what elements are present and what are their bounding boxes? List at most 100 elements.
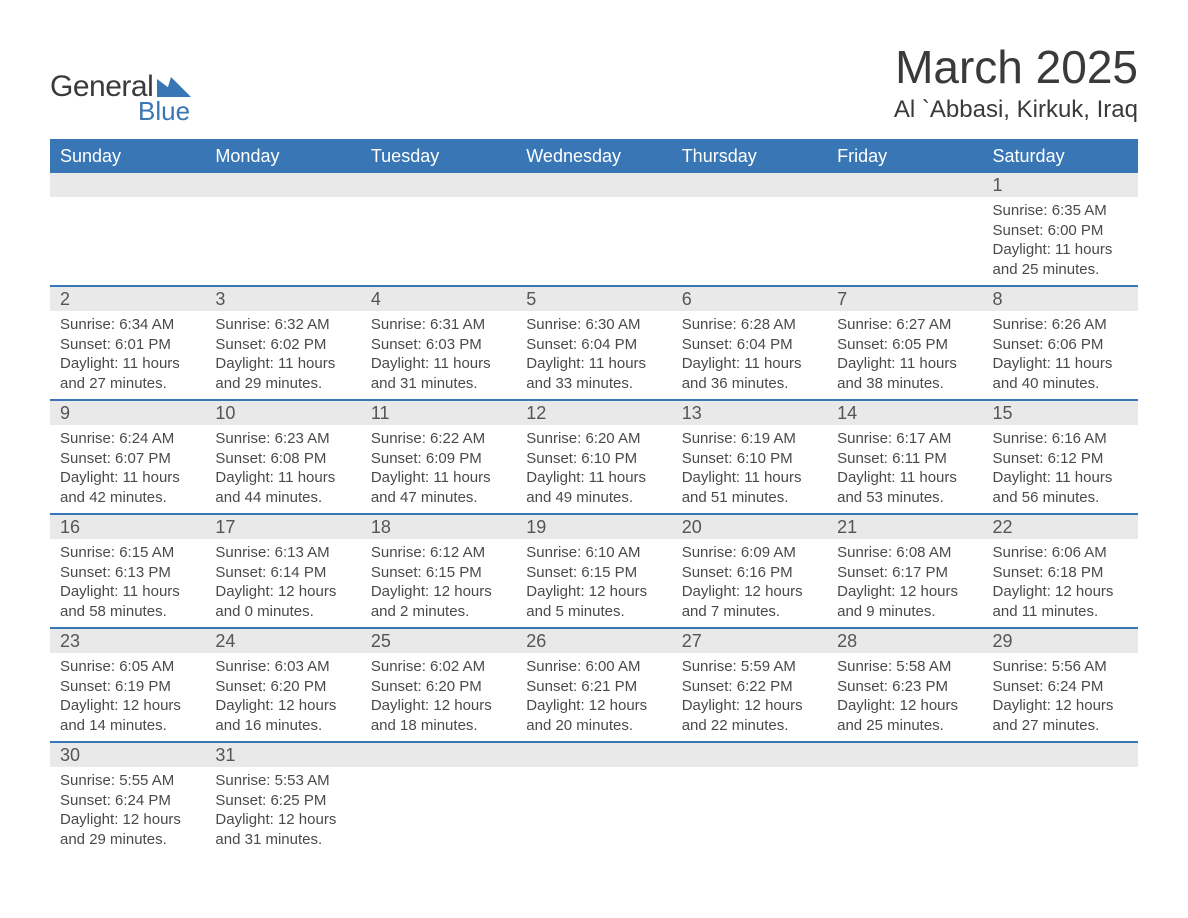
- day-cell: 31Sunrise: 5:53 AMSunset: 6:25 PMDayligh…: [205, 743, 360, 855]
- day-number: 30: [50, 743, 205, 767]
- day-daylight2: and 14 minutes.: [60, 716, 195, 736]
- day-info: Sunrise: 6:19 AMSunset: 6:10 PMDaylight:…: [672, 429, 827, 507]
- day-cell: 17Sunrise: 6:13 AMSunset: 6:14 PMDayligh…: [205, 515, 360, 627]
- day-info: Sunrise: 6:23 AMSunset: 6:08 PMDaylight:…: [205, 429, 360, 507]
- day-number: 6: [672, 287, 827, 311]
- day-number: 9: [50, 401, 205, 425]
- day-sunset: Sunset: 6:03 PM: [371, 335, 506, 355]
- day-number: 10: [205, 401, 360, 425]
- day-daylight2: and 38 minutes.: [837, 374, 972, 394]
- day-sunrise: Sunrise: 6:22 AM: [371, 429, 506, 449]
- day-daylight2: and 49 minutes.: [526, 488, 661, 508]
- day-number: 11: [361, 401, 516, 425]
- day-daylight1: Daylight: 12 hours: [371, 696, 506, 716]
- day-daylight1: Daylight: 11 hours: [60, 582, 195, 602]
- day-daylight2: and 53 minutes.: [837, 488, 972, 508]
- day-info: Sunrise: 6:12 AMSunset: 6:15 PMDaylight:…: [361, 543, 516, 621]
- day-sunset: Sunset: 6:09 PM: [371, 449, 506, 469]
- day-info: Sunrise: 6:20 AMSunset: 6:10 PMDaylight:…: [516, 429, 671, 507]
- day-daylight1: Daylight: 11 hours: [215, 468, 350, 488]
- day-cell: 30 Sunrise: 5:55 AMSunset: 6:24 PMDayligh…: [50, 743, 205, 855]
- day-sunrise: Sunrise: 6:13 AM: [215, 543, 350, 563]
- day-info: Sunrise: 5:59 AMSunset: 6:22 PMDaylight:…: [672, 657, 827, 735]
- day-daylight1: Daylight: 11 hours: [993, 468, 1128, 488]
- empty-day-bar: [516, 743, 671, 767]
- day-daylight1: Daylight: 12 hours: [215, 810, 350, 830]
- weekday-wednesday: Wednesday: [516, 146, 671, 167]
- day-daylight2: and 11 minutes.: [993, 602, 1128, 622]
- day-info: Sunrise: 6:28 AMSunset: 6:04 PMDaylight:…: [672, 315, 827, 393]
- day-cell: 20Sunrise: 6:09 AMSunset: 6:16 PMDayligh…: [672, 515, 827, 627]
- day-number: 12: [516, 401, 671, 425]
- day-daylight1: Daylight: 11 hours: [526, 354, 661, 374]
- day-daylight1: Daylight: 11 hours: [837, 468, 972, 488]
- week-row: 16Sunrise: 6:15 AMSunset: 6:13 PMDayligh…: [50, 515, 1138, 629]
- day-number: 28: [827, 629, 982, 653]
- day-sunset: Sunset: 6:15 PM: [526, 563, 661, 583]
- week-row: 23Sunrise: 6:05 AMSunset: 6:19 PMDayligh…: [50, 629, 1138, 743]
- day-cell: 11 Sunrise: 6:22 AMSunset: 6:09 PMDayligh…: [361, 401, 516, 513]
- weekday-friday: Friday: [827, 146, 982, 167]
- day-daylight1: Daylight: 11 hours: [371, 468, 506, 488]
- day-daylight2: and 18 minutes.: [371, 716, 506, 736]
- day-number: 21: [827, 515, 982, 539]
- day-cell: [827, 173, 982, 285]
- day-info: Sunrise: 6:32 AMSunset: 6:02 PMDaylight:…: [205, 315, 360, 393]
- day-daylight1: Daylight: 11 hours: [682, 468, 817, 488]
- day-daylight1: Daylight: 11 hours: [682, 354, 817, 374]
- day-daylight2: and 36 minutes.: [682, 374, 817, 394]
- day-sunrise: Sunrise: 6:08 AM: [837, 543, 972, 563]
- day-sunset: Sunset: 6:15 PM: [371, 563, 506, 583]
- day-sunset: Sunset: 6:02 PM: [215, 335, 350, 355]
- day-daylight2: and 9 minutes.: [837, 602, 972, 622]
- day-sunset: Sunset: 6:00 PM: [993, 221, 1128, 241]
- day-daylight1: Daylight: 12 hours: [60, 696, 195, 716]
- day-sunrise: Sunrise: 6:34 AM: [60, 315, 195, 335]
- day-cell: 13Sunrise: 6:19 AMSunset: 6:10 PMDayligh…: [672, 401, 827, 513]
- day-sunrise: Sunrise: 6:12 AM: [371, 543, 506, 563]
- day-sunset: Sunset: 6:18 PM: [993, 563, 1128, 583]
- day-daylight1: Daylight: 12 hours: [682, 696, 817, 716]
- day-number: 4: [361, 287, 516, 311]
- day-cell: [827, 743, 982, 855]
- day-sunset: Sunset: 6:01 PM: [60, 335, 195, 355]
- day-number: 25: [361, 629, 516, 653]
- day-sunrise: Sunrise: 6:31 AM: [371, 315, 506, 335]
- day-number: 31: [205, 743, 360, 767]
- day-info: Sunrise: 5:55 AMSunset: 6:24 PMDaylight:…: [50, 771, 205, 849]
- day-daylight1: Daylight: 12 hours: [837, 696, 972, 716]
- day-sunrise: Sunrise: 6:35 AM: [993, 201, 1128, 221]
- day-sunset: Sunset: 6:10 PM: [682, 449, 817, 469]
- day-sunset: Sunset: 6:20 PM: [371, 677, 506, 697]
- month-title: March 2025: [894, 40, 1138, 94]
- day-daylight1: Daylight: 12 hours: [526, 582, 661, 602]
- day-sunset: Sunset: 6:25 PM: [215, 791, 350, 811]
- weekday-header-row: Sunday Monday Tuesday Wednesday Thursday…: [50, 139, 1138, 173]
- day-daylight2: and 47 minutes.: [371, 488, 506, 508]
- day-sunrise: Sunrise: 6:27 AM: [837, 315, 972, 335]
- day-cell: [50, 173, 205, 285]
- day-info: Sunrise: 6:22 AMSunset: 6:09 PMDaylight:…: [361, 429, 516, 507]
- day-daylight1: Daylight: 12 hours: [682, 582, 817, 602]
- weekday-sunday: Sunday: [50, 146, 205, 167]
- day-cell: 22Sunrise: 6:06 AMSunset: 6:18 PMDayligh…: [983, 515, 1138, 627]
- day-sunset: Sunset: 6:04 PM: [682, 335, 817, 355]
- day-info: Sunrise: 6:05 AMSunset: 6:19 PMDaylight:…: [50, 657, 205, 735]
- empty-day-bar: [827, 743, 982, 767]
- day-daylight2: and 44 minutes.: [215, 488, 350, 508]
- day-sunset: Sunset: 6:11 PM: [837, 449, 972, 469]
- day-sunset: Sunset: 6:06 PM: [993, 335, 1128, 355]
- day-cell: 8Sunrise: 6:26 AMSunset: 6:06 PMDaylight…: [983, 287, 1138, 399]
- day-info: Sunrise: 6:31 AMSunset: 6:03 PMDaylight:…: [361, 315, 516, 393]
- day-cell: 3Sunrise: 6:32 AMSunset: 6:02 PMDaylight…: [205, 287, 360, 399]
- header: General Blue March 2025 Al `Abbasi, Kirk…: [50, 40, 1138, 127]
- day-sunrise: Sunrise: 6:26 AM: [993, 315, 1128, 335]
- day-daylight1: Daylight: 11 hours: [60, 468, 195, 488]
- day-info: Sunrise: 6:24 AMSunset: 6:07 PMDaylight:…: [50, 429, 205, 507]
- day-daylight2: and 20 minutes.: [526, 716, 661, 736]
- day-daylight2: and 40 minutes.: [993, 374, 1128, 394]
- day-daylight1: Daylight: 11 hours: [526, 468, 661, 488]
- day-number: 24: [205, 629, 360, 653]
- day-cell: 29Sunrise: 5:56 AMSunset: 6:24 PMDayligh…: [983, 629, 1138, 741]
- day-sunrise: Sunrise: 6:06 AM: [993, 543, 1128, 563]
